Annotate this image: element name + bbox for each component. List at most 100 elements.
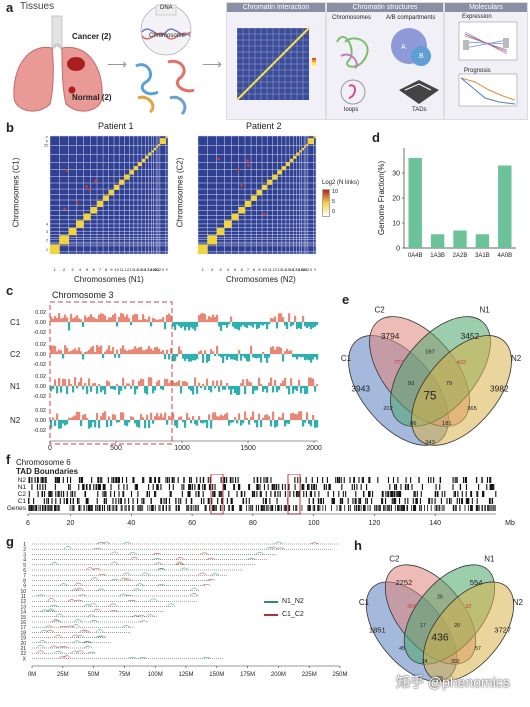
tad-boundary-mark xyxy=(313,498,315,504)
tad-boundary-mark xyxy=(209,505,210,511)
x-tick-label: 0M xyxy=(28,672,36,678)
compartment-a-bar xyxy=(284,377,287,386)
tad-boundary-mark xyxy=(42,505,44,511)
compartment-a-bar xyxy=(130,349,133,354)
tad-boundary-mark xyxy=(332,498,334,504)
legend-title: Log2 (N links) xyxy=(322,180,360,186)
compartment-a-bar xyxy=(278,313,281,322)
tad-boundary-mark xyxy=(338,491,340,497)
compartment-b-bar xyxy=(230,354,233,360)
loop-arc xyxy=(63,546,72,550)
tad-boundary-mark xyxy=(90,505,92,511)
compartment-a-bar xyxy=(246,417,249,420)
tad-boundary-mark xyxy=(455,505,457,511)
xtick-label: 10 xyxy=(114,267,119,272)
compartment-a-bar xyxy=(146,414,149,420)
tad-boundary-mark xyxy=(214,484,216,490)
compartment-b-bar xyxy=(242,322,245,326)
legend-gradient xyxy=(322,189,330,217)
tad-boundary-mark xyxy=(416,498,418,504)
compartment-a-bar xyxy=(134,346,137,354)
tad-boundary-mark xyxy=(233,484,235,490)
tad-boundary-mark xyxy=(81,477,84,483)
tad-boundary-mark xyxy=(441,491,443,497)
tad-boundary-mark xyxy=(395,484,398,490)
tad-boundary-mark xyxy=(169,505,171,511)
compartment-b-bar xyxy=(90,420,93,428)
compartment-a-bar xyxy=(210,349,213,354)
compartment-a-bar xyxy=(214,316,217,322)
compartment-b-bar xyxy=(188,386,191,390)
tad-boundary-mark xyxy=(336,477,339,483)
diagonal-block xyxy=(141,158,146,163)
loop-arc xyxy=(36,650,45,654)
tad-boundary-mark xyxy=(261,505,263,511)
tad-boundary-mark xyxy=(55,505,57,511)
compartment-a-bar xyxy=(66,317,69,322)
tad-boundary-mark xyxy=(256,491,258,497)
compartment-a-bar xyxy=(66,347,69,354)
tad-boundary-mark xyxy=(260,491,262,497)
tad-boundary-mark xyxy=(396,491,398,497)
compartment-b-bar xyxy=(256,354,259,359)
tad-boundary-mark xyxy=(353,477,355,483)
compartment-a-bar xyxy=(94,351,97,354)
compartment-a-bar xyxy=(102,412,105,420)
tad-boundary-mark xyxy=(401,505,403,511)
ytick-label: 1 xyxy=(46,248,48,252)
compartment-a-bar xyxy=(86,417,89,420)
loop-arc xyxy=(274,541,283,545)
xtick-label: 1 xyxy=(54,267,57,272)
tad-boundary-mark xyxy=(86,505,88,511)
compartment-a-bar xyxy=(200,350,203,354)
diagonal-block xyxy=(224,220,232,228)
compartment-a-bar xyxy=(68,417,71,420)
compartment-a-bar xyxy=(270,347,273,354)
compartment-a-bar xyxy=(84,315,87,322)
compartment-b-bar xyxy=(82,322,85,327)
tad-boundary-mark xyxy=(262,505,264,511)
compartment-b-bar xyxy=(302,420,305,427)
compartment-b-bar xyxy=(134,420,137,424)
compartment-b-bar xyxy=(232,420,235,423)
compartment-b-bar xyxy=(260,354,263,363)
tad-boundary-mark xyxy=(398,491,400,497)
compartment-a-bar xyxy=(138,381,141,386)
diagonal-block xyxy=(313,136,316,139)
tad-boundary-mark xyxy=(157,484,159,490)
y-tick-label: X xyxy=(23,656,27,662)
compartment-b-bar xyxy=(80,420,83,427)
compartment-a-bar xyxy=(280,417,283,420)
tad-boundary-mark xyxy=(248,505,250,511)
compartment-a-bar xyxy=(106,380,109,386)
tad-boundary-mark xyxy=(140,505,141,511)
x-tick-label: 1A3B xyxy=(430,253,445,259)
tad-boundary-mark xyxy=(217,498,219,504)
x-tick-label: 100 xyxy=(308,520,320,527)
compartment-a-bar xyxy=(64,378,67,386)
compartment-a-bar xyxy=(98,346,101,354)
loop-arc xyxy=(92,567,101,571)
compartment-b-bar xyxy=(310,354,313,363)
tad-boundary-mark xyxy=(433,477,435,483)
tad-boundary-mark xyxy=(413,491,415,497)
x-tick-label: 125M xyxy=(178,672,193,678)
compartment-a-bar xyxy=(162,350,165,354)
tad-boundary-mark xyxy=(413,505,415,511)
tad-boundary-mark xyxy=(70,498,72,504)
compartment-a-bar xyxy=(138,347,141,354)
tad-boundary-mark xyxy=(232,477,234,483)
xtick-label: 17 xyxy=(293,267,298,272)
tad-boundary-mark xyxy=(407,484,409,490)
tad-boundary-mark xyxy=(143,477,145,483)
tad-boundary-mark xyxy=(457,491,459,497)
tad-boundary-mark xyxy=(125,505,127,511)
compartment-a-bar xyxy=(64,314,67,322)
compartment-a-bar xyxy=(212,412,215,420)
loop-arc xyxy=(47,598,56,602)
loop-arc xyxy=(176,557,185,560)
compartment-a-bar xyxy=(140,346,143,354)
compartment-b-bar xyxy=(172,354,175,362)
xtick-label: 17 xyxy=(145,267,150,272)
loop-arc xyxy=(46,608,55,612)
